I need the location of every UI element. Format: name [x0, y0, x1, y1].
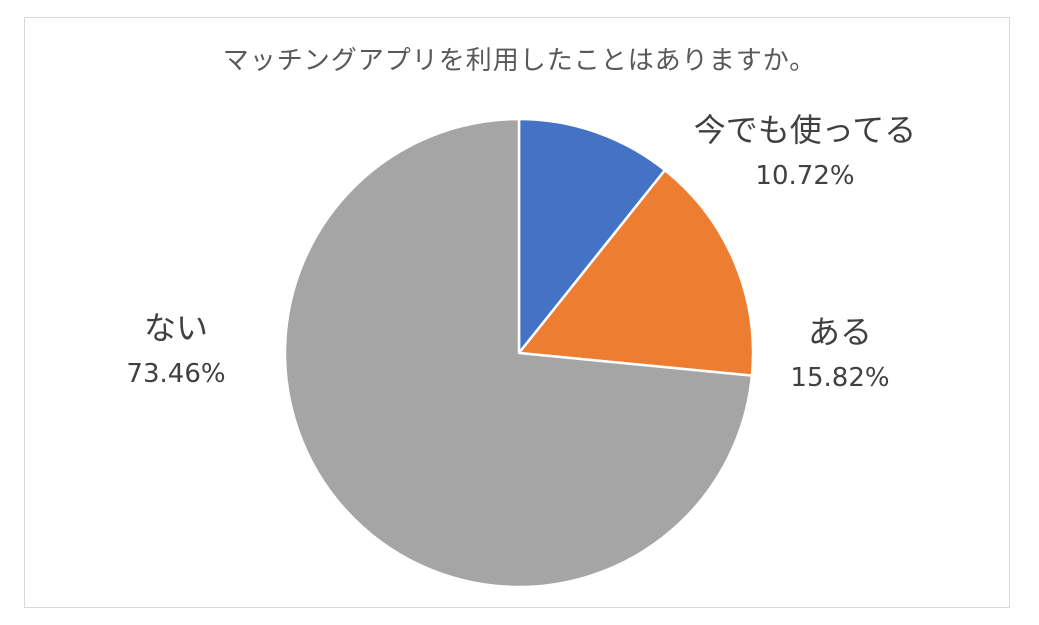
slice-percent-label: 10.72%: [755, 161, 855, 191]
slice-percent-label: 15.82%: [790, 363, 890, 393]
slice-percent-label: 73.46%: [126, 359, 226, 389]
slice-category-label: ない: [143, 309, 209, 347]
pie-slice-ima-demo-tsukatteru: [517, 117, 667, 355]
pie-slice-nai: [283, 117, 754, 589]
slice-category-label: 今でも使ってる: [693, 111, 917, 149]
data-label-aru: ある 15.82%: [790, 310, 889, 396]
pie-slices: [283, 117, 755, 589]
slice-category-label: ある: [807, 313, 873, 351]
data-label-nai: ない 73.46%: [126, 306, 225, 392]
pie-slice-aru: [517, 168, 755, 377]
chart-title: マッチングアプリを利用したことはありますか。: [222, 46, 817, 76]
data-label-ima-demo-tsukatteru: 今でも使ってる 10.72%: [694, 108, 916, 194]
